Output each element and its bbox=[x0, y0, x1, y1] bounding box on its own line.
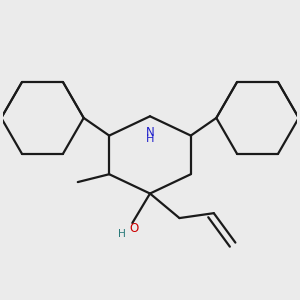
Text: H: H bbox=[118, 229, 125, 239]
Text: O: O bbox=[130, 222, 139, 235]
Text: N: N bbox=[146, 126, 154, 139]
Text: H: H bbox=[146, 134, 154, 144]
